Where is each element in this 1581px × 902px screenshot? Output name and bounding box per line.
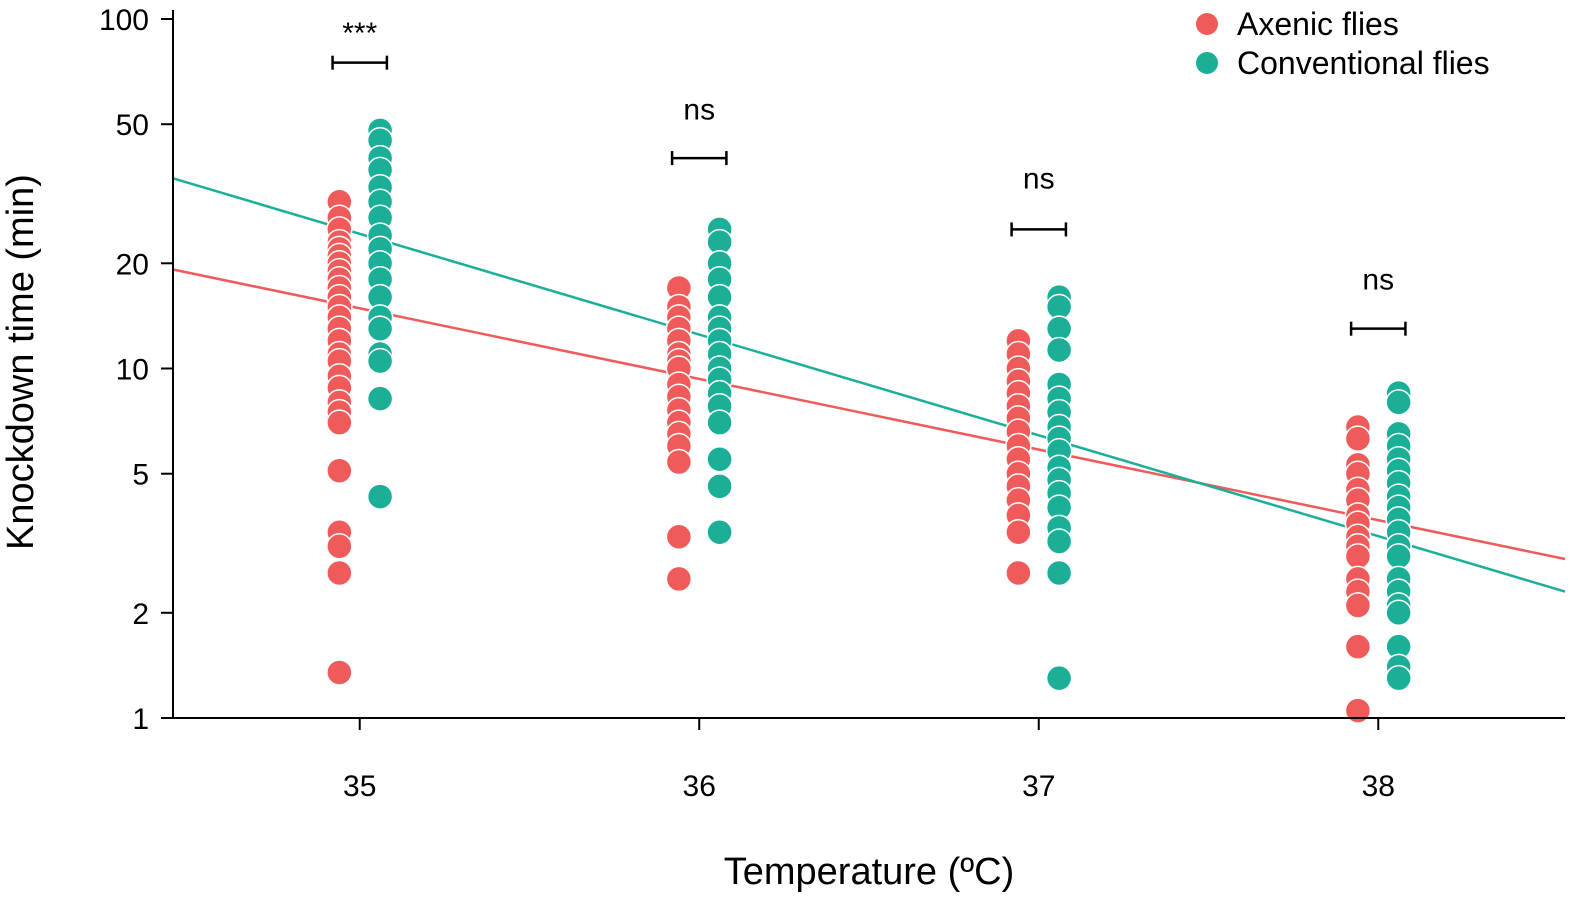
- point-conventional-38-1: [1385, 389, 1412, 416]
- significance-annotations: *** ns ns ns: [331, 17, 1407, 336]
- regression-lines: [172, 177, 1566, 593]
- point-conventional-37-16: [1045, 559, 1073, 587]
- point-axenic-36-15: [665, 523, 693, 551]
- point-axenic-38-14: [1344, 633, 1372, 660]
- point-conventional-36-16: [706, 518, 733, 546]
- point-conventional-36-15: [706, 473, 733, 500]
- legend: Axenic flies Conventional flies: [1196, 6, 1490, 81]
- point-axenic-38-1: [1344, 425, 1372, 452]
- point-axenic-35-26: [326, 659, 353, 686]
- legend-label-conventional: Conventional flies: [1237, 45, 1490, 81]
- point-axenic-35-25: [326, 559, 353, 587]
- y-tick-label-50: 50: [116, 109, 149, 142]
- point-axenic-36-16: [665, 565, 693, 593]
- sig-label-36: ns: [683, 94, 715, 127]
- y-tick-label-2: 2: [132, 598, 149, 631]
- point-conventional-38-16: [1385, 599, 1412, 627]
- point-conventional-38-12: [1385, 543, 1412, 570]
- point-conventional-37-3: [1045, 336, 1073, 364]
- y-axis-title: Knockdown time (min): [0, 174, 42, 550]
- y-tick-label-100: 100: [99, 4, 149, 37]
- point-conventional-35-16: [366, 385, 394, 412]
- y-tick-label-5: 5: [132, 459, 149, 492]
- sig-label-38: ns: [1362, 263, 1394, 296]
- y-tick-label-10: 10: [116, 354, 149, 387]
- data-points: [326, 117, 1412, 724]
- x-tick-label-38: 38: [1362, 770, 1395, 803]
- sig-label-35: ***: [342, 17, 377, 50]
- point-axenic-38-15: [1344, 697, 1372, 724]
- point-conventional-38-19: [1385, 664, 1412, 692]
- sig-label-37: ns: [1023, 162, 1055, 195]
- point-conventional-35-15: [366, 347, 394, 375]
- point-conventional-37-15: [1045, 528, 1073, 555]
- x-ticks: 35 36 37 38: [343, 718, 1395, 803]
- x-tick-label-37: 37: [1022, 770, 1055, 803]
- legend-marker-axenic: [1196, 13, 1218, 35]
- point-axenic-35-22: [326, 457, 353, 484]
- x-tick-label-36: 36: [683, 770, 716, 803]
- y-ticks: 1 2 5 10 20 50 100: [99, 4, 173, 736]
- point-axenic-35-24: [326, 533, 353, 560]
- y-tick-label-20: 20: [116, 248, 149, 281]
- fit-line-axenic: [172, 268, 1566, 561]
- point-axenic-37-15: [1005, 559, 1032, 587]
- point-conventional-37-17: [1045, 664, 1073, 692]
- x-tick-label-35: 35: [343, 770, 376, 803]
- legend-label-axenic: Axenic flies: [1237, 6, 1399, 42]
- point-axenic-37-14: [1005, 518, 1032, 546]
- legend-marker-conventional: [1196, 52, 1218, 74]
- point-conventional-36-13: [706, 409, 733, 436]
- y-tick-label-1: 1: [132, 703, 149, 736]
- point-conventional-35-17: [366, 483, 394, 510]
- point-axenic-38-13: [1344, 592, 1372, 619]
- point-axenic-38-10: [1344, 543, 1372, 570]
- x-axis-title: Temperature (ºC): [724, 851, 1015, 893]
- point-conventional-36-14: [706, 445, 733, 473]
- point-axenic-35-21: [326, 409, 353, 436]
- fit-line-conventional: [172, 177, 1566, 593]
- axes: [172, 10, 1565, 719]
- point-axenic-36-14: [665, 448, 693, 476]
- point-conventional-35-13: [366, 315, 394, 342]
